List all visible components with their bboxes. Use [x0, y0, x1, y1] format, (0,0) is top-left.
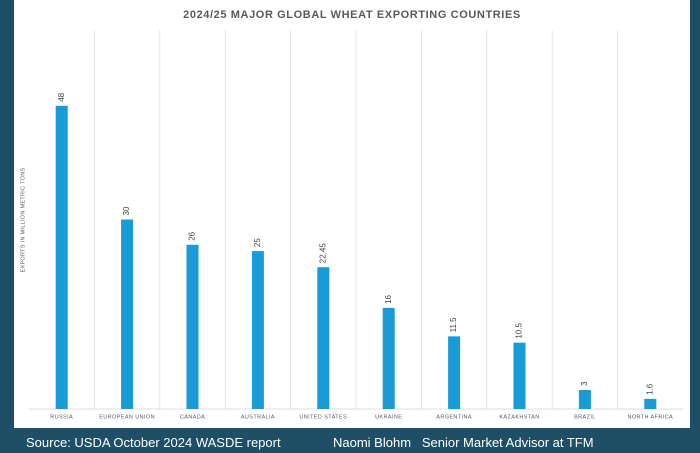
value-label: 30 — [122, 206, 131, 215]
bar — [317, 267, 330, 409]
source: Source: USDA October 2024 WASDE report — [26, 435, 281, 450]
chart-title: 2024/25 MAJOR GLOBAL WHEAT EXPORTING COU… — [183, 9, 521, 21]
value-label: 3 — [580, 381, 589, 386]
x-tick-label: RUSSIA — [50, 414, 73, 420]
chart-panel — [14, 0, 690, 428]
x-tick-label: ARGENTINA — [436, 414, 472, 420]
bar — [644, 398, 657, 409]
value-label: 1.6 — [645, 383, 654, 395]
bar — [578, 390, 591, 409]
value-label: 25 — [253, 238, 262, 247]
author: Naomi Blohm Senior Market Advisor at TFM — [333, 435, 594, 450]
x-tick-label: BRAZIL — [574, 414, 596, 420]
x-tick-label: KAZAKHSTAN — [499, 414, 539, 420]
bar — [121, 219, 134, 409]
bar — [55, 105, 68, 410]
value-label: 26 — [188, 231, 197, 240]
bar — [251, 251, 264, 409]
value-label: 16 — [384, 294, 393, 303]
bar — [382, 307, 395, 409]
x-tick-label: AUSTRALIA — [241, 414, 275, 420]
bar — [448, 336, 461, 409]
bar — [513, 342, 526, 409]
value-label: 48 — [57, 92, 66, 101]
value-label: 10.5 — [515, 323, 524, 339]
x-tick-label: UKRAINE — [375, 414, 402, 420]
y-axis-label: EXPORTS IN MILLION METRIC TONS — [20, 167, 26, 272]
bar — [186, 244, 199, 409]
x-tick-label: CANADA — [180, 414, 205, 420]
x-tick-label: UNITED STATES — [299, 414, 347, 420]
x-tick-label: NORTH AFRICA — [627, 414, 673, 420]
value-label: 22.45 — [318, 243, 327, 264]
value-label: 11.5 — [449, 317, 458, 333]
x-tick-label: EUROPEAN UNION — [99, 414, 155, 420]
